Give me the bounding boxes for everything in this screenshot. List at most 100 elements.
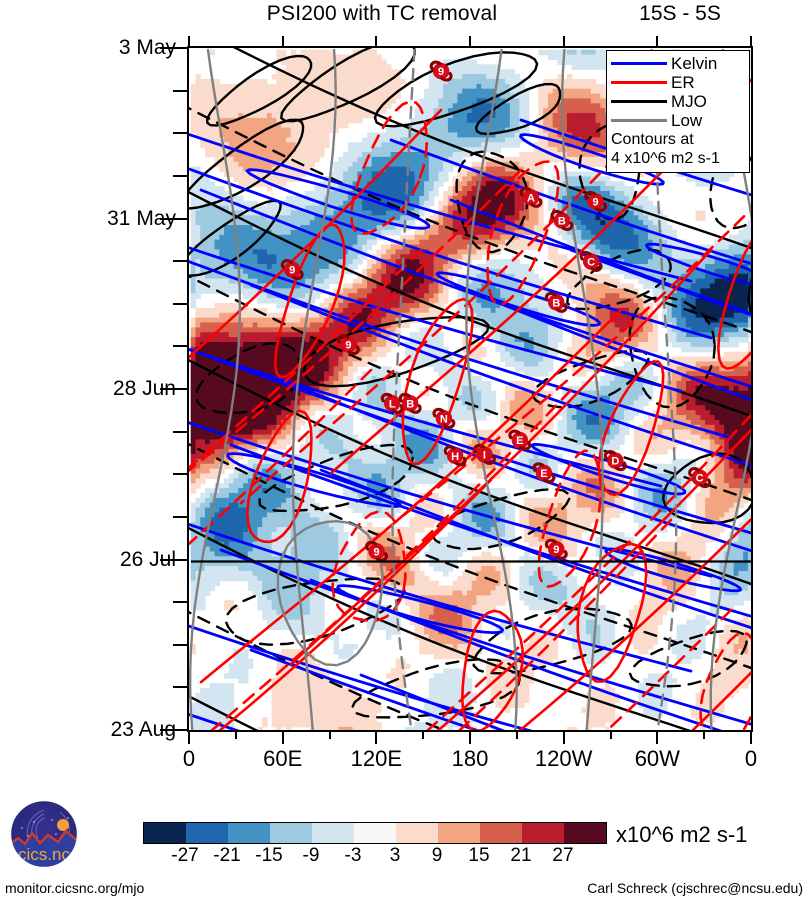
cicsnc-logo[interactable]: cics.nc — [8, 798, 80, 870]
tc-marker-label: H — [451, 451, 459, 463]
tc-marker-label: 9 — [553, 544, 559, 556]
tc-marker-label: B — [406, 398, 414, 410]
colorbar-tick-labels: -27 -21 -15 -9 -3 3 9 15 21 27 — [143, 844, 605, 868]
tc-marker[interactable]: C — [688, 467, 712, 489]
x-major-tick — [656, 732, 659, 744]
footer-website[interactable]: monitor.cicsnc.org/mjo — [5, 880, 145, 896]
x-major-tick — [469, 732, 471, 744]
tc-marker-label: 9 — [373, 546, 379, 558]
y-minor-tick — [173, 515, 187, 518]
y-major-tick — [160, 729, 187, 731]
er-contours — [189, 78, 751, 730]
x-major-tick — [188, 732, 190, 744]
tc-marker[interactable]: B — [544, 291, 568, 313]
colorbar-units-label: x10^6 m2 s-1 — [616, 822, 748, 847]
tc-marker[interactable]: E — [508, 429, 532, 451]
tc-marker[interactable]: N — [432, 407, 456, 429]
tc-marker-label: 9 — [289, 265, 295, 277]
y-axis: 3 May 31 May 28 Jun 26 Jul 23 Aug — [0, 0, 187, 907]
tc-marker-label: 9 — [438, 66, 444, 78]
legend-item-kelvin: Kelvin — [611, 54, 745, 73]
y-tick-label: 3 May — [118, 36, 176, 59]
legend-label-er: ER — [671, 73, 695, 92]
tc-marker[interactable]: I — [472, 443, 496, 465]
legend-item-low: Low — [611, 111, 745, 130]
tc-marker-label: I — [483, 449, 486, 461]
tc-marker[interactable]: 9 — [544, 538, 568, 560]
x-minor-tick — [703, 732, 706, 739]
tc-marker[interactable]: B — [550, 209, 574, 232]
latitude-band-label: 15S - 5S — [639, 2, 721, 25]
low-line-swatch — [611, 119, 667, 122]
colorbar-tick-label: 3 — [389, 845, 401, 866]
colorbar-bin — [564, 823, 606, 843]
x-top-tick — [562, 36, 565, 46]
colorbar-tick-label: 9 — [431, 845, 443, 866]
y-major-tick — [160, 558, 187, 561]
tc-marker[interactable]: H — [443, 445, 467, 467]
y-minor-tick — [173, 643, 187, 646]
tc-marker[interactable]: 9 — [280, 259, 304, 281]
x-major-tick — [562, 732, 565, 744]
x-minor-tick — [328, 732, 331, 739]
x-tick-label: 120W — [534, 746, 593, 771]
tc-marker-label: N — [440, 413, 448, 425]
colorbar-tick-label: 15 — [468, 845, 490, 866]
x-major-tick — [750, 732, 752, 744]
y-minor-tick — [173, 174, 187, 177]
colorbar-bin — [396, 823, 438, 843]
x-top-tick — [281, 36, 284, 46]
y-minor-tick — [173, 302, 187, 305]
tc-marker[interactable]: B — [398, 392, 422, 414]
tc-marker-label: 9 — [345, 340, 351, 352]
y-minor-tick — [173, 686, 187, 689]
tc-marker[interactable]: L — [380, 392, 404, 414]
colorbar-bins — [143, 822, 607, 844]
tc-marker-label: A — [527, 192, 535, 204]
x-tick-label: 60W — [634, 746, 680, 771]
colorbar-tick-label: 21 — [510, 845, 532, 866]
tc-marker[interactable]: 9 — [584, 190, 608, 212]
x-minor-tick — [609, 732, 612, 739]
x-tick-label: 180 — [451, 746, 489, 771]
tc-marker[interactable]: A — [519, 186, 543, 208]
tc-marker-label: B — [558, 216, 566, 228]
page-title: PSI200 with TC removal — [266, 2, 498, 25]
y-tick-label: 26 Jul — [119, 547, 176, 571]
colorbar: -27 -21 -15 -9 -3 3 9 15 21 27 — [143, 822, 607, 868]
y-major-tick — [160, 388, 187, 390]
tc-marker[interactable]: E — [532, 462, 556, 484]
y-minor-tick — [173, 430, 187, 433]
colorbar-bin — [438, 823, 480, 843]
colorbar-bin — [270, 823, 312, 843]
contour-legend: Kelvin ER MJO Low Contours at 4 x10^6 m2… — [606, 50, 750, 173]
y-tick-label: 23 Aug — [110, 718, 176, 741]
low-frequency-contours — [189, 48, 751, 730]
y-minor-tick — [173, 345, 187, 348]
tc-marker[interactable]: 9 — [365, 540, 388, 562]
x-major-tick — [375, 732, 378, 744]
y-minor-tick — [173, 89, 187, 92]
colorbar-tick-label: -15 — [255, 845, 283, 866]
tc-marker[interactable]: 9 — [336, 334, 360, 356]
colorbar-bin — [228, 823, 270, 843]
tc-marker-label: E — [516, 435, 523, 447]
legend-item-er: ER — [611, 73, 745, 92]
tc-marker[interactable]: C — [579, 250, 603, 272]
colorbar-bin — [312, 823, 354, 843]
x-top-tick — [188, 36, 190, 46]
x-minor-tick — [515, 732, 518, 739]
colorbar-bin — [522, 823, 564, 843]
footer-author[interactable]: Carl Schreck (cjschrec@ncsu.edu) — [587, 880, 803, 896]
tc-marker[interactable]: D — [603, 450, 627, 472]
y-minor-tick — [173, 601, 187, 604]
colorbar-tick-label: -27 — [171, 845, 199, 866]
y-major-tick — [160, 47, 187, 49]
mjo-line-swatch — [611, 100, 667, 103]
hovmoller-plot[interactable]: 9AAB9C9B9LBNEHIEDC99 — [187, 46, 753, 732]
y-minor-tick — [173, 473, 187, 476]
legend-label-mjo: MJO — [671, 92, 707, 111]
tc-marker[interactable]: 9 — [429, 60, 453, 82]
legend-label-kelvin: Kelvin — [671, 54, 718, 73]
x-top-tick — [656, 36, 659, 46]
